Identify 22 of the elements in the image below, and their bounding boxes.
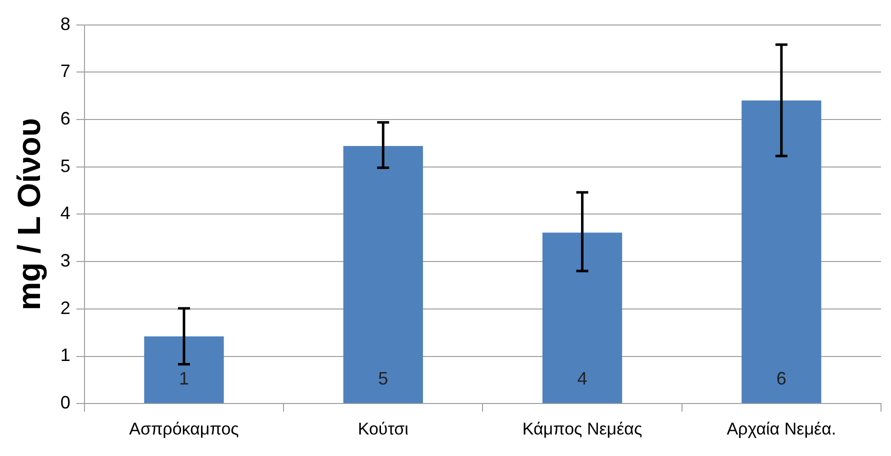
x-tick-label: Κάμπος Νεμέας — [522, 419, 642, 438]
annotation: 1 — [178, 368, 189, 389]
bar — [742, 100, 822, 404]
y-tick-label: 8 — [60, 14, 70, 34]
annotation: 6 — [776, 368, 786, 389]
y-tick-label: 5 — [60, 156, 70, 176]
y-tick-label: 2 — [60, 298, 70, 318]
bar — [542, 232, 622, 404]
x-tick-label: Αρχαία Νεμέα. — [726, 419, 836, 438]
annotation: 5 — [378, 368, 388, 389]
y-tick-label: 4 — [60, 203, 70, 224]
annotation: 4 — [577, 368, 588, 389]
y-tick-label: 1 — [60, 345, 70, 366]
bar — [144, 336, 224, 404]
bar — [343, 146, 423, 404]
y-axis-title: mg / L Οίνου — [11, 118, 48, 310]
y-tick-label: 6 — [60, 108, 70, 128]
y-tick-label: 0 — [60, 392, 70, 413]
y-tick-label: 7 — [60, 61, 70, 82]
x-tick-label: Κούτσι — [358, 419, 409, 438]
x-tick-label: Ασπρόκαμπος — [129, 419, 239, 438]
y-tick-label: 3 — [60, 250, 70, 271]
